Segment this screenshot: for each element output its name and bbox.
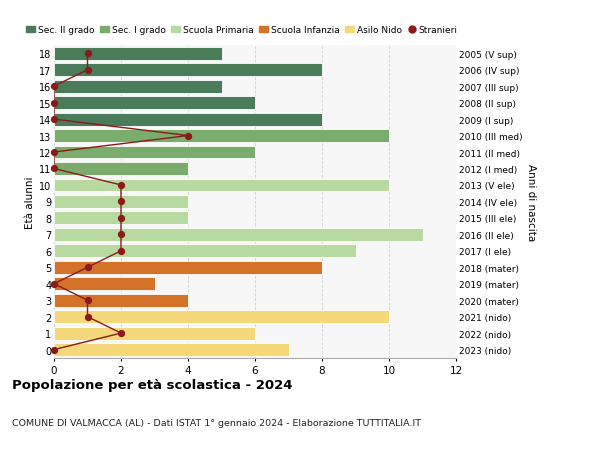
Bar (54, 327, 255, 340)
Bar (54, 343, 289, 356)
Point (49, 149, 59, 157)
Bar (54, 162, 188, 175)
Y-axis label: Età alunni: Età alunni (25, 176, 35, 228)
Bar (54, 146, 255, 159)
Bar (54, 278, 155, 291)
Point (83, 264, 92, 271)
Point (116, 231, 126, 239)
Point (49, 346, 59, 353)
Bar (54, 97, 255, 110)
Text: Popolazione per età scolastica - 2024: Popolazione per età scolastica - 2024 (12, 379, 293, 392)
Bar (54, 48, 221, 61)
Point (116, 247, 126, 255)
Point (116, 215, 126, 222)
Y-axis label: Anni di nascita: Anni di nascita (526, 163, 536, 241)
Point (183, 133, 193, 140)
Point (83, 67, 92, 74)
Bar (54, 196, 188, 208)
Point (83, 313, 92, 321)
Bar (54, 212, 188, 225)
Point (83, 297, 92, 304)
Point (49, 116, 59, 123)
Bar (54, 113, 322, 126)
Point (116, 182, 126, 189)
Bar (54, 311, 389, 323)
Point (49, 280, 59, 288)
Point (49, 165, 59, 173)
Bar (54, 130, 389, 143)
Bar (54, 261, 322, 274)
Bar (54, 179, 389, 192)
Point (49, 100, 59, 107)
Bar (54, 294, 188, 307)
Point (116, 330, 126, 337)
Bar (54, 81, 221, 93)
Point (116, 198, 126, 206)
Bar (54, 229, 422, 241)
Bar (54, 64, 322, 77)
Legend: Sec. II grado, Sec. I grado, Scuola Primaria, Scuola Infanzia, Asilo Nido, Stran: Sec. II grado, Sec. I grado, Scuola Prim… (26, 26, 458, 35)
Point (49, 83, 59, 90)
Point (83, 50, 92, 58)
Bar (54, 245, 355, 257)
Text: COMUNE DI VALMACCA (AL) - Dati ISTAT 1° gennaio 2024 - Elaborazione TUTTITALIA.I: COMUNE DI VALMACCA (AL) - Dati ISTAT 1° … (12, 418, 421, 427)
